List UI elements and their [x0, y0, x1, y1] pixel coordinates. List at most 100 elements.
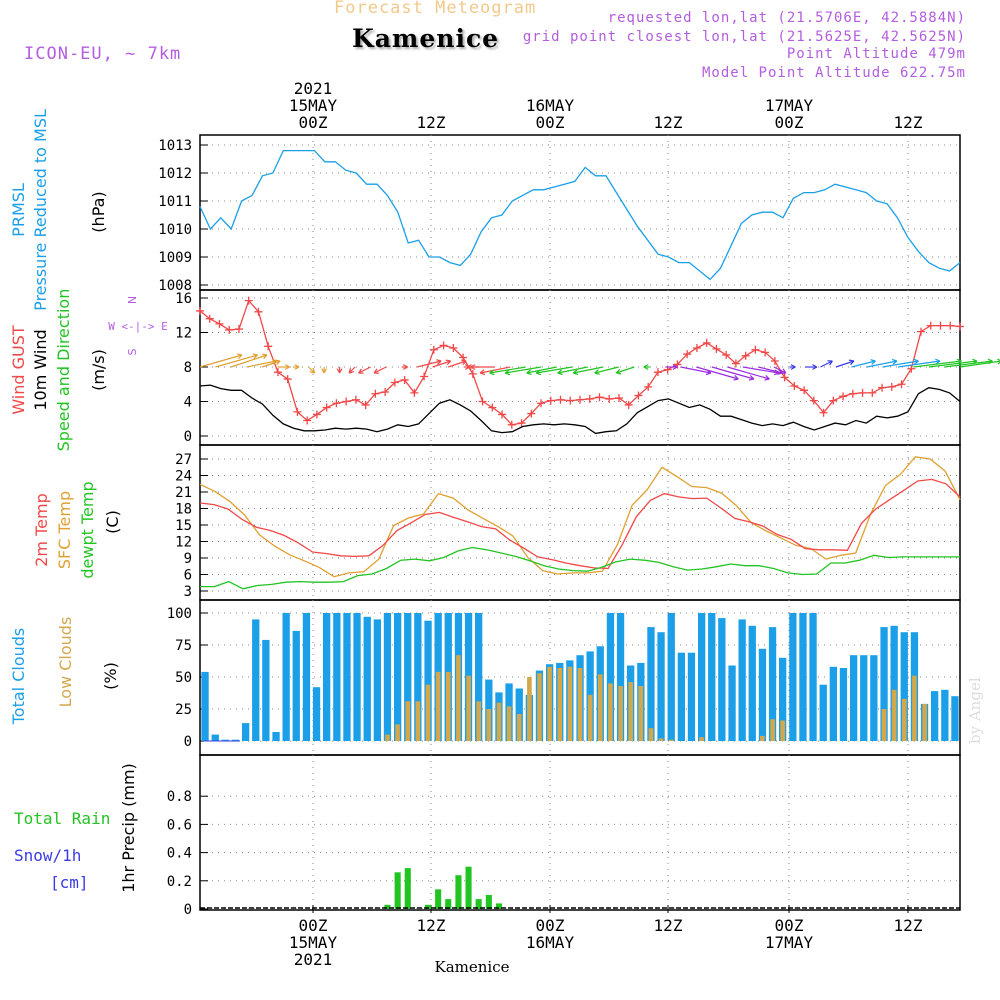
gust-line-point: [731, 359, 740, 368]
total-cloud-bar: [657, 632, 665, 741]
gust-line-point: [653, 368, 662, 377]
wind-arrow: [199, 354, 243, 368]
time-label-top: 12Z: [894, 113, 923, 132]
low-cloud-bar: [547, 666, 552, 741]
temp-2m-label: 2m Temp: [32, 493, 51, 567]
ytick-label: 25: [175, 702, 192, 718]
gust-line-point: [420, 372, 429, 381]
total-cloud-bar: [900, 632, 908, 741]
wind-arrow: [230, 354, 268, 368]
total-cloud-bar: [363, 616, 371, 741]
low-cloud-bar: [628, 682, 633, 741]
total-cloud-bar: [829, 666, 837, 741]
gust-line-point: [595, 393, 604, 402]
wind-arrow-head: [402, 364, 408, 370]
model-point-altitude: Model Point Altitude 622.75m: [701, 65, 966, 81]
wind-arrow: [851, 360, 876, 368]
gust-line-point: [429, 345, 438, 354]
total-cloud-bar: [383, 613, 392, 741]
low-cloud-bar: [405, 701, 411, 741]
ytick-label: 18: [175, 502, 192, 518]
gust-line-point: [273, 368, 282, 377]
ytick-label: 0: [184, 429, 192, 445]
ytick-label: 21: [175, 485, 192, 501]
gust-line-point: [293, 407, 302, 416]
rain-bar: [394, 872, 401, 909]
total-cloud-bar: [748, 625, 756, 741]
wind-arrow: [866, 360, 898, 368]
gust-line-point: [936, 321, 945, 330]
wind-arrow-head: [594, 369, 600, 375]
total-cloud-bar: [302, 613, 311, 741]
total-cloud-bar: [373, 619, 381, 741]
gust-line-point: [634, 391, 643, 400]
wind-arrow: [594, 366, 619, 374]
wind-arrow: [944, 360, 993, 368]
wind-arrow: [526, 366, 557, 374]
gust-line-point: [751, 345, 760, 354]
low-cloud-bar: [506, 706, 512, 741]
total-cloud-bar: [698, 613, 706, 741]
wind-arrow: [261, 360, 281, 368]
total-cloud-bar: [839, 668, 848, 741]
model-name: ICON-EU, ~ 7km: [24, 44, 182, 64]
gust-line-point: [537, 399, 546, 408]
gust-line-point: [322, 403, 331, 412]
wind-arrow-head: [436, 359, 442, 365]
ytick-label: 0.8: [167, 789, 192, 805]
time-label-top: 00Z: [536, 113, 565, 132]
gust-line-point: [390, 378, 399, 387]
rain-bar: [465, 866, 472, 909]
wind-arrow-head: [780, 368, 787, 374]
total-cloud-bar: [404, 613, 412, 741]
gust-line-point: [351, 395, 360, 404]
low-cloud-bar: [891, 689, 897, 741]
gust-line-point: [614, 394, 623, 403]
gust-line-point: [946, 321, 955, 330]
wind-arrow-head: [935, 358, 941, 365]
gust-line-point: [624, 400, 633, 409]
total-cloud-bar: [870, 655, 878, 741]
total-cloud-bar: [758, 648, 767, 741]
wind-arrow: [215, 354, 258, 368]
ytick-label: 1010: [158, 222, 192, 238]
low-cloud-bar: [780, 720, 785, 741]
total-cloud-bar: [353, 613, 361, 741]
wind-arrow-head: [309, 368, 316, 374]
wind-arrow: [835, 360, 855, 368]
wind-line: [199, 384, 961, 435]
wind-arrow: [758, 366, 783, 374]
low-cloud-bar: [395, 724, 400, 741]
ytick-label: 6: [184, 568, 192, 584]
gust-line-point: [303, 416, 312, 425]
low-cloud-bar: [902, 698, 907, 741]
rain-bar: [495, 903, 502, 909]
low-cloud-bar: [881, 709, 887, 741]
total-cloud-bar: [809, 613, 817, 741]
gust-line-point: [196, 306, 204, 315]
low-cloud-bar: [658, 738, 664, 741]
gust-line-point: [683, 350, 692, 359]
time-label-top: 16MAY: [526, 96, 575, 115]
gust-line-point: [585, 394, 594, 403]
time-label-bottom: 12Z: [894, 916, 923, 935]
total-cloud-bar: [931, 691, 939, 741]
wind-arrow-head: [466, 364, 472, 370]
total-cloud-bar: [880, 627, 888, 741]
clouds-unit: (%): [101, 662, 120, 690]
low-cloud-bar: [385, 734, 390, 741]
wind-arrow-head: [526, 369, 532, 376]
wind-arrow: [246, 360, 277, 368]
wind-arrow-head: [321, 368, 328, 374]
compass-north: N: [126, 296, 139, 304]
ytick-label: 1008: [158, 278, 192, 294]
gust-line-point: [926, 321, 935, 330]
temp-2m-line: [199, 478, 961, 570]
wind-unit: (m/s): [89, 349, 108, 391]
wind-arrow: [773, 366, 787, 374]
time-label-top: 12Z: [654, 113, 683, 132]
wind-arrow-head: [672, 364, 678, 370]
ytick-label: 15: [175, 518, 192, 534]
gust-line-point: [839, 392, 848, 401]
gust-line-point: [780, 373, 789, 382]
